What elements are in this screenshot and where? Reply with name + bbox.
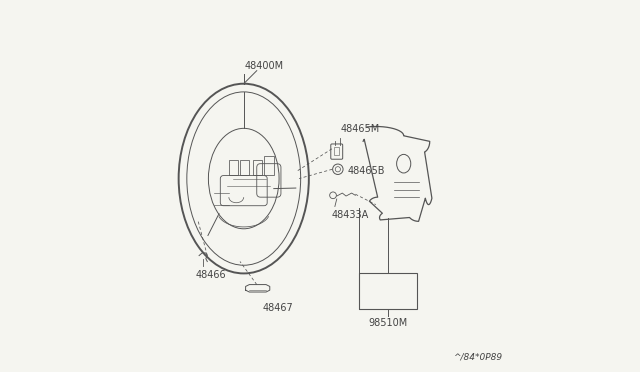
Bar [264, 156, 273, 175]
Bar [253, 160, 262, 175]
Text: 48465M: 48465M [340, 124, 380, 134]
Text: 48433A: 48433A [331, 210, 369, 220]
Bar [229, 160, 238, 175]
Text: 48466: 48466 [195, 270, 226, 280]
Bar [359, 273, 417, 309]
Bar [334, 147, 339, 155]
Text: ^/84*0P89: ^/84*0P89 [453, 353, 502, 362]
Text: 48400M: 48400M [244, 61, 284, 71]
Text: 98510M: 98510M [368, 318, 408, 328]
Bar [240, 160, 250, 175]
Text: 48467: 48467 [262, 303, 293, 313]
Text: 48465B: 48465B [347, 166, 385, 176]
